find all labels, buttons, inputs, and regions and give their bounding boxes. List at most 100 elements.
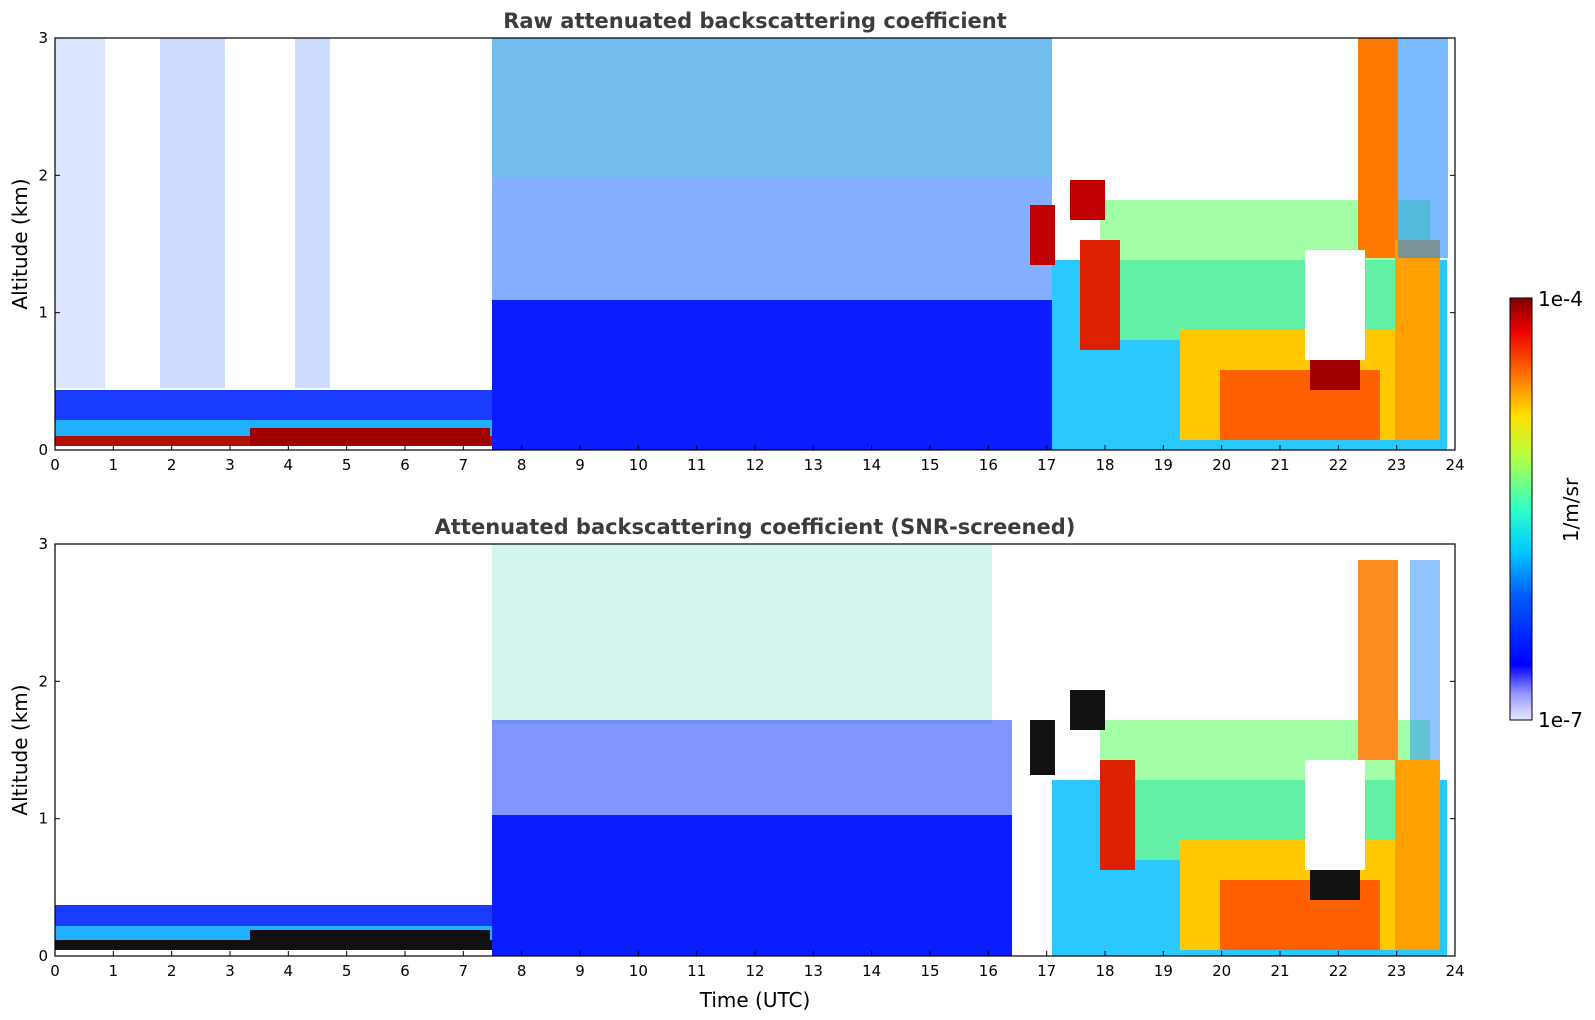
cloud-black-a [1030, 720, 1055, 775]
x-tick-label: 20 [1212, 962, 1231, 980]
panel-screened: Attenuated backscattering coefficient (S… [8, 515, 1465, 1012]
x-tick-label: 23 [1387, 962, 1406, 980]
y-axis-raw: 0 1 2 3 [38, 29, 1455, 459]
y-axis-label-raw: Altitude (km) [8, 178, 32, 309]
colorbar-max-label: 1e-4 [1538, 287, 1583, 311]
cirrus-a [1358, 38, 1398, 258]
x-tick-label: 10 [629, 456, 648, 474]
x-tick-label: 14 [862, 456, 881, 474]
cloud-black-d [1310, 870, 1360, 900]
x-tick-label: 1 [109, 962, 119, 980]
x-tick-label: 5 [342, 962, 352, 980]
x-tick-label: 13 [804, 962, 823, 980]
x-tick-label: 22 [1329, 962, 1348, 980]
mid-noise [492, 720, 1012, 820]
x-tick-label: 3 [225, 456, 235, 474]
panel-raw: Raw attenuated backscattering coefficien… [8, 9, 1465, 474]
colorbar-scale [1509, 297, 1533, 721]
x-tick-label: 14 [862, 962, 881, 980]
x-tick-label: 16 [979, 962, 998, 980]
x-tick-label: 6 [400, 962, 410, 980]
x-tick-label: 17 [1037, 456, 1056, 474]
colorbar: 1e-4 1e-7 1/m/sr [1509, 287, 1583, 732]
y-tick-label: 0 [38, 947, 48, 965]
dense-aerosol [250, 428, 490, 446]
heatmap-screened [55, 544, 1455, 956]
upper-noise-green [492, 544, 992, 724]
x-tick-label: 19 [1154, 962, 1173, 980]
boundary-layer [492, 815, 1012, 956]
y-tick-label: 3 [38, 535, 48, 553]
night-layer-top [55, 905, 492, 930]
noise-stripe [295, 38, 330, 388]
cloud-red-c [1100, 760, 1135, 870]
colorbar-min-label: 1e-7 [1538, 708, 1583, 732]
y-tick-label: 2 [38, 672, 48, 690]
x-tick-label: 0 [50, 962, 60, 980]
colorbar-unit-label: 1/m/sr [1559, 477, 1583, 542]
cirrus-b [1395, 760, 1440, 950]
x-tick-label: 16 [979, 456, 998, 474]
x-tick-label: 3 [225, 962, 235, 980]
y-tick-label: 2 [38, 166, 48, 184]
noise-stripe [160, 38, 225, 388]
precip-gap [1305, 760, 1365, 870]
x-tick-label: 2 [167, 456, 177, 474]
x-tick-label: 10 [629, 962, 648, 980]
panel-title-screened: Attenuated backscattering coefficient (S… [435, 515, 1076, 539]
cirrus-green [1398, 38, 1448, 258]
dense-aerosol [250, 930, 490, 950]
night-layer-top [55, 390, 492, 420]
cirrus-a [1358, 560, 1398, 760]
cloud-red-b [1070, 180, 1105, 220]
y-tick-label: 0 [38, 441, 48, 459]
x-tick-label: 8 [517, 456, 527, 474]
y-tick-label: 3 [38, 29, 48, 47]
boundary-layer [492, 300, 1052, 450]
noise-stripe [55, 38, 105, 388]
cirrus-b [1395, 240, 1440, 440]
cloud-red-d [1310, 360, 1360, 390]
x-tick-label: 9 [575, 962, 585, 980]
x-tick-label: 21 [1270, 456, 1289, 474]
y-tick-label: 1 [38, 810, 48, 828]
x-tick-label: 11 [687, 456, 706, 474]
precip-gap [1305, 250, 1365, 360]
y-axis-label-screened: Altitude (km) [8, 684, 32, 815]
x-tick-label: 7 [459, 962, 469, 980]
x-tick-label: 17 [1037, 962, 1056, 980]
y-axis-screened: 0 1 2 3 [38, 535, 1455, 965]
x-tick-label: 7 [459, 456, 469, 474]
cirrus-blue [1410, 560, 1440, 760]
x-axis-label-screened: Time (UTC) [699, 988, 811, 1012]
x-tick-label: 9 [575, 456, 585, 474]
x-tick-label: 21 [1270, 962, 1289, 980]
x-tick-label: 12 [745, 962, 764, 980]
panel-title-raw: Raw attenuated backscattering coefficien… [503, 9, 1007, 33]
x-tick-label: 22 [1329, 456, 1348, 474]
x-tick-label: 12 [745, 456, 764, 474]
cloud-black-b [1070, 690, 1105, 730]
cloud-red-a [1030, 205, 1055, 265]
upper-noise-green [492, 38, 1052, 178]
x-tick-label: 24 [1445, 456, 1464, 474]
x-tick-label: 18 [1095, 962, 1114, 980]
cloud-red-c [1080, 240, 1120, 350]
y-tick-label: 1 [38, 304, 48, 322]
x-tick-label: 24 [1445, 962, 1464, 980]
x-tick-label: 4 [284, 962, 294, 980]
x-tick-label: 8 [517, 962, 527, 980]
x-axis-screened: 0 1 2 3 4 5 6 7 8 9 10 11 12 13 14 15 16 17 18 19 20 21 22 23 24 [50, 951, 1465, 980]
x-tick-label: 1 [109, 456, 119, 474]
x-tick-label: 2 [167, 962, 177, 980]
x-tick-label: 19 [1154, 456, 1173, 474]
x-tick-label: 23 [1387, 456, 1406, 474]
x-tick-label: 15 [920, 456, 939, 474]
x-tick-label: 11 [687, 962, 706, 980]
x-tick-label: 5 [342, 456, 352, 474]
x-tick-label: 4 [284, 456, 294, 474]
x-tick-label: 6 [400, 456, 410, 474]
x-tick-label: 13 [804, 456, 823, 474]
x-tick-label: 0 [50, 456, 60, 474]
